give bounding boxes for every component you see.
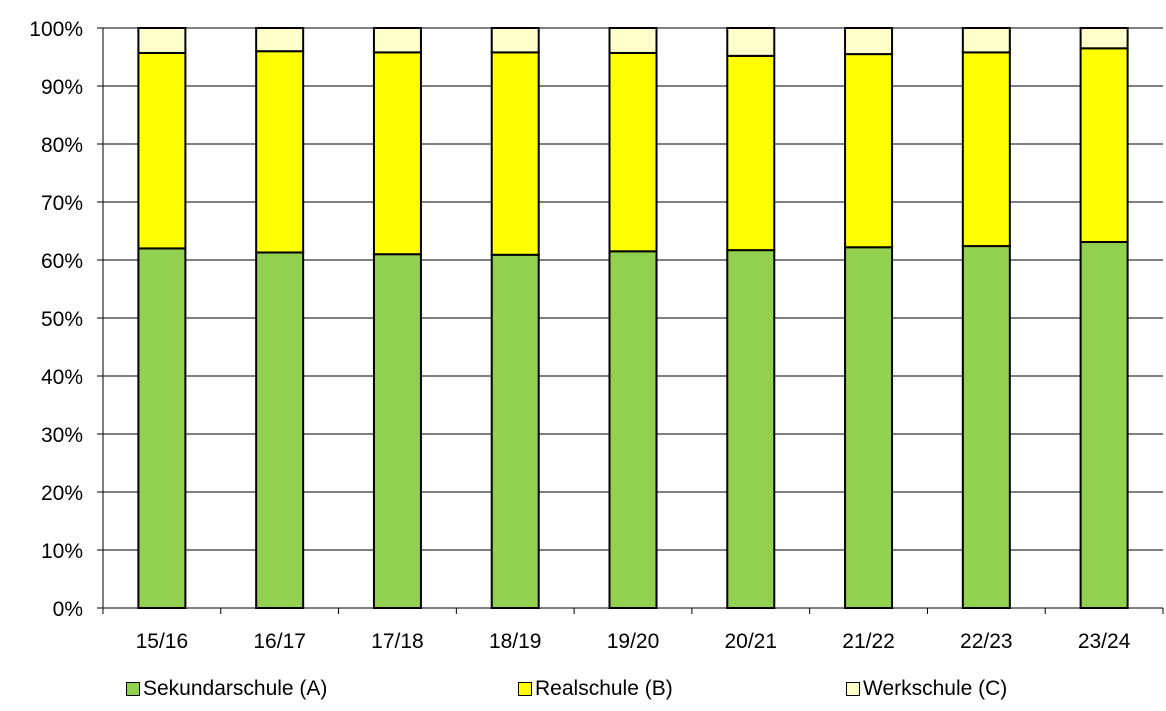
y-axis-tick-labels: 0% 10% 20% 30% 40% 50% 60% 70% 80% 90% 100%	[29, 18, 83, 621]
y-tick-label: 100%	[29, 18, 83, 41]
bar-segment-realschule	[1079, 47, 1129, 244]
bar-segment-werkschule	[490, 27, 540, 54]
x-tick-label: 19/20	[607, 630, 660, 653]
y-tick-label: 60%	[41, 250, 83, 273]
bar-segment-werkschule	[1079, 27, 1129, 50]
stacked-bar-chart: 0%10%20%30%40%50%60%70%80%90%100% 15/16 1…	[29, 18, 1164, 653]
x-tick-label: 17/18	[371, 630, 424, 653]
legend-swatch-realschule	[518, 682, 532, 696]
bar-segment-sekundarschule	[137, 247, 187, 609]
legend: Sekundarschule (A) Realschule (B) Werksc…	[0, 677, 1166, 711]
y-tick-label: 20%	[41, 482, 83, 505]
y-tick-label: 30%	[41, 424, 83, 447]
legend-item-realschule: Realschule (B)	[518, 677, 673, 701]
bar-segment-sekundarschule	[255, 251, 305, 610]
legend-swatch-werkschule	[846, 682, 860, 696]
bar-segment-sekundarschule	[372, 253, 422, 609]
x-tick-label: 23/24	[1078, 630, 1131, 653]
x-tick-label: 18/19	[489, 630, 542, 653]
bar-segment-realschule	[137, 51, 187, 250]
x-tick-label: 21/22	[842, 630, 895, 653]
legend-label-sekundarschule: Sekundarschule (A)	[143, 677, 328, 700]
y-tick-label: 40%	[41, 366, 83, 389]
bars	[137, 27, 1129, 610]
bar-segment-werkschule	[726, 27, 776, 57]
x-tick-label: 22/23	[960, 630, 1013, 653]
bar-segment-sekundarschule	[608, 250, 658, 610]
legend-item-sekundarschule: Sekundarschule (A)	[126, 677, 327, 701]
y-tick-label: 10%	[41, 540, 83, 563]
y-tick-label: 90%	[41, 76, 83, 99]
axes	[102, 28, 1164, 614]
bar-segment-werkschule	[137, 27, 187, 54]
bar-segment-werkschule	[255, 27, 305, 53]
bar-segment-sekundarschule	[726, 249, 776, 609]
y-tick-label: 0%	[53, 598, 83, 621]
x-tick-label: 16/17	[253, 630, 306, 653]
bar-segment-sekundarschule	[1079, 241, 1129, 610]
legend-label-werkschule: Werkschule (C)	[863, 677, 1008, 700]
y-tick-label: 50%	[41, 308, 83, 331]
bar-segment-realschule	[372, 51, 422, 256]
bar-segment-realschule	[255, 50, 305, 254]
x-axis-tick-labels: 15/16 16/17 17/18 18/19 19/20 20/21 21/22 22/23…	[136, 630, 1131, 653]
x-tick-label: 20/21	[724, 630, 777, 653]
bar-segment-sekundarschule	[490, 253, 540, 609]
legend-label-realschule: Realschule (B)	[535, 677, 673, 700]
bar-segment-werkschule	[961, 27, 1011, 54]
legend-item-werkschule: Werkschule (C)	[846, 677, 1007, 701]
legend-swatch-sekundarschule	[126, 682, 140, 696]
bar-segment-werkschule	[844, 27, 894, 56]
bar-segment-realschule	[844, 53, 894, 249]
bar-segment-realschule	[726, 54, 776, 252]
bar-segment-realschule	[608, 51, 658, 253]
bar-segment-werkschule	[372, 27, 422, 54]
y-tick-label: 70%	[41, 192, 83, 215]
x-tick-label: 15/16	[136, 630, 189, 653]
bar-segment-werkschule	[608, 27, 658, 54]
bar-segment-realschule	[961, 51, 1011, 248]
y-tick-label: 80%	[41, 134, 83, 157]
bar-segment-realschule	[490, 51, 540, 256]
bar-segment-sekundarschule	[961, 245, 1011, 610]
bar-segment-sekundarschule	[844, 246, 894, 610]
